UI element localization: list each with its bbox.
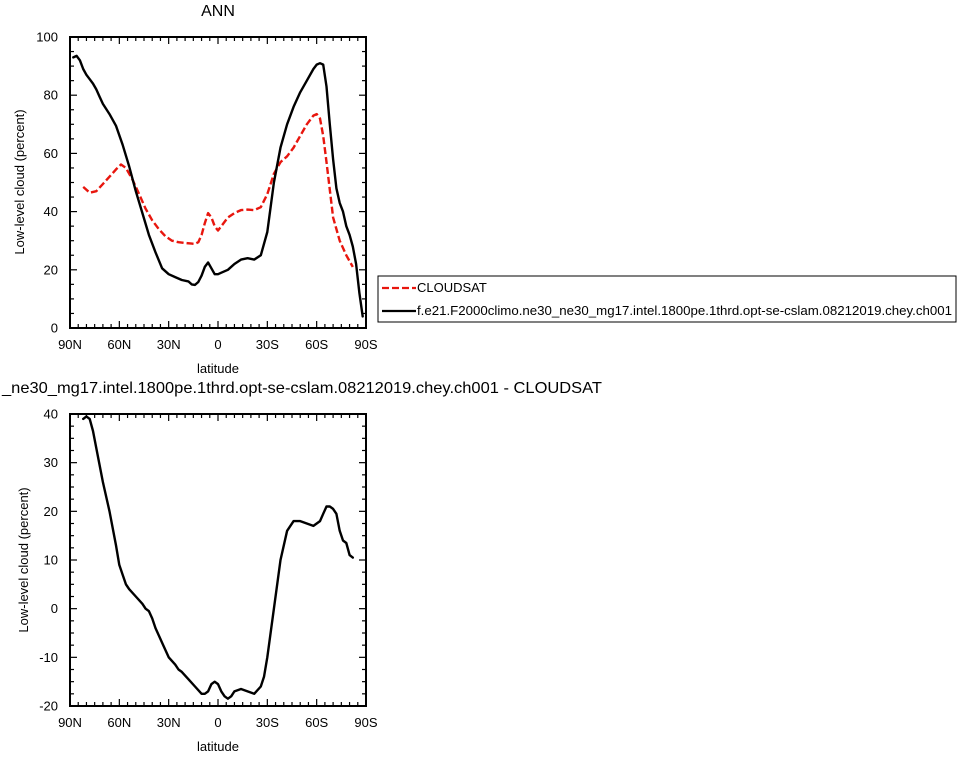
top-xtick-label: 60N [107,337,131,352]
bottom-panel: _ne30_mg17.intel.1800pe.1thrd.opt-se-csl… [1,380,602,754]
top-panel: ANN 90N 60N 30N 0 30S 60S 90S 0 20 40 60 80 100 lati… [12,3,378,376]
top-plot-frame [69,36,367,329]
top-xtick-label: 30N [157,337,181,352]
top-xtick-label: 90N [58,337,82,352]
bottom-ytick-label: -20 [39,699,58,714]
bottom-ytick-label: 40 [44,407,58,422]
bottom-xtick-label: 60S [305,715,328,730]
bottom-axes-group: 90N 60N 30N 0 30S 60S 90S -20 -10 0 10 20 30 40 [39,407,378,731]
top-ytick-label: 60 [44,146,58,161]
bottom-plot-frame [69,413,367,707]
bottom-title: _ne30_mg17.intel.1800pe.1thrd.opt-se-csl… [1,380,602,397]
bottom-ytick-label: 10 [44,553,58,568]
legend: CLOUDSAT f.e21.F2000climo.ne30_ne30_mg17… [377,275,957,323]
top-xtick-label: 0 [214,337,221,352]
top-series-line-cloudsat [82,112,354,268]
top-xtick-label: 90S [354,337,377,352]
bottom-series-group [81,415,354,700]
bottom-xtick-label: 30S [256,715,279,730]
top-xlabel: latitude [197,361,239,376]
bottom-xtick-label: 90N [58,715,82,730]
top-xtick-label: 30S [256,337,279,352]
top-ytick-label: 40 [44,204,58,219]
bottom-ytick-label: 30 [44,455,58,470]
legend-label-cloudsat: CLOUDSAT [417,280,487,295]
legend-label-model: f.e21.F2000climo.ne30_ne30_mg17.intel.18… [417,304,952,318]
bottom-ytick-label: 20 [44,504,58,519]
bottom-xtick-label: 60N [107,715,131,730]
top-series-group [72,54,364,318]
top-ylabel: Low-level cloud (percent) [12,109,27,254]
bottom-xtick-label: 0 [214,715,221,730]
bottom-xlabel: latitude [197,739,239,754]
bottom-ytick-label: -10 [39,650,58,665]
top-ytick-label: 0 [51,321,58,336]
bottom-xtick-label: 30N [157,715,181,730]
top-ytick-label: 20 [44,262,58,277]
bottom-series-line-difference [81,415,354,700]
top-ytick-label: 80 [44,88,58,103]
top-xtick-label: 60S [305,337,328,352]
top-axes-group: 90N 60N 30N 0 30S 60S 90S 0 20 40 60 80 100 [36,30,378,353]
legend-box [377,275,957,323]
bottom-xtick-label: 90S [354,715,377,730]
bottom-ytick-label: 0 [51,601,58,616]
top-series-line-model [72,54,364,318]
top-ytick-label: 100 [36,30,58,45]
top-title: ANN [201,3,235,20]
bottom-ylabel: Low-level cloud (percent) [16,487,31,632]
